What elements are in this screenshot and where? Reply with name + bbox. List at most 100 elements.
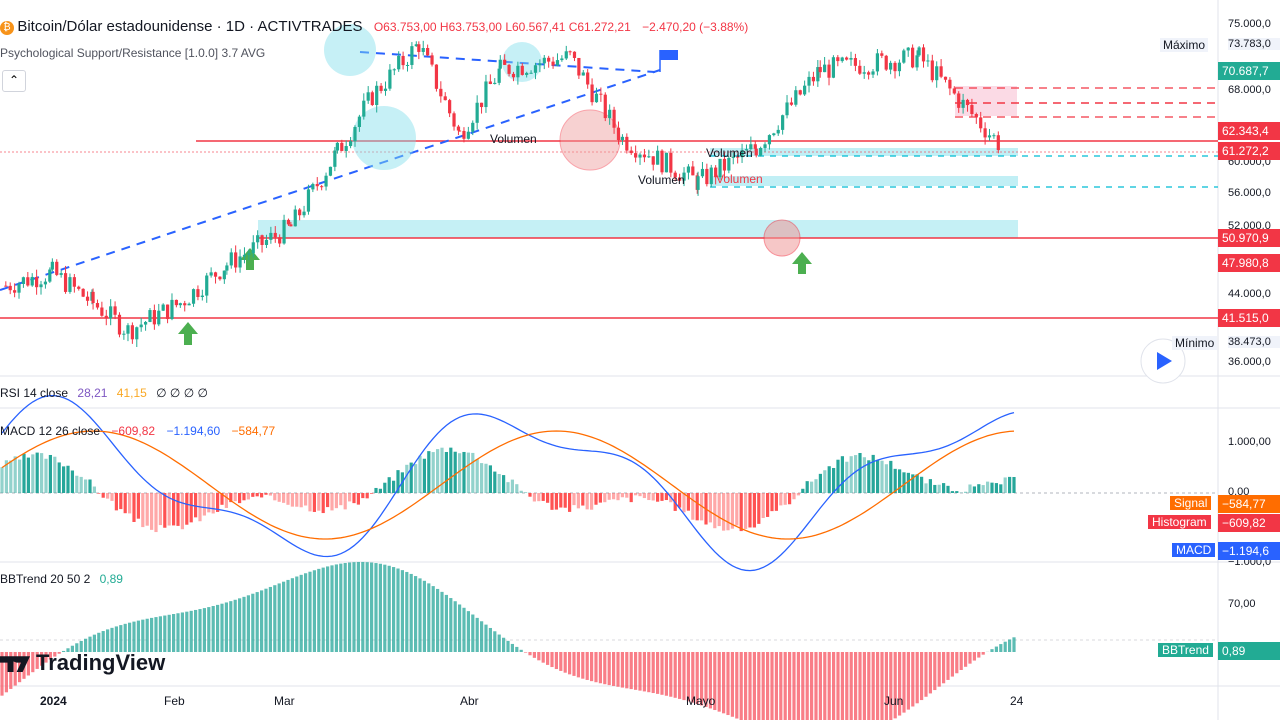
bbtrend-bar <box>405 571 409 652</box>
macd-histogram-bar <box>607 493 611 500</box>
macd-histogram-bar <box>475 459 479 493</box>
bbtrend-bar <box>840 652 844 720</box>
bbtrend-bar <box>537 652 541 661</box>
bbtrend-bar <box>761 652 765 720</box>
bbtrend-bar <box>634 652 638 690</box>
rsi-legend[interactable]: RSI 14 close 28,21 41,15 ∅ ∅ ∅ ∅ <box>0 386 208 400</box>
bbtrend-bar <box>480 621 484 652</box>
bbtrend-bar <box>638 652 642 691</box>
bbtrend-bar <box>924 652 928 697</box>
bbtrend-bar <box>686 652 690 702</box>
macd-histogram-bar <box>158 493 162 526</box>
symbol-header[interactable]: ₿ Bitcoin/Dólar estadounidense · 1D · AC… <box>0 18 748 35</box>
bbtrend-bar <box>352 562 356 652</box>
bbtrend-bar <box>884 652 888 720</box>
candle-body <box>333 150 337 167</box>
macd-histogram-bar <box>541 493 545 501</box>
collapse-legend-button[interactable]: ⌃ <box>2 70 26 92</box>
candle-body <box>634 153 638 158</box>
candle-body <box>718 158 722 178</box>
candle-body <box>849 58 853 60</box>
bbtrend-legend[interactable]: BBTrend 20 50 2 0,89 <box>0 572 123 586</box>
macd-histogram-bar <box>114 493 118 511</box>
macd-histogram-bar <box>761 493 765 519</box>
circle-marker <box>559 109 621 171</box>
bbtrend-bar <box>92 634 96 652</box>
bbtrend-bar <box>185 611 189 652</box>
candle-body <box>753 144 757 149</box>
macd-value-hist: −609,82 <box>111 424 156 438</box>
bbtrend-bar <box>431 586 435 652</box>
bbtrend-bar <box>57 652 61 654</box>
candle-body <box>282 219 286 244</box>
bbtrend-bar <box>48 652 52 660</box>
candle-body <box>831 57 836 78</box>
rsi-value-2: 41,15 <box>116 386 147 400</box>
bbtrend-bar <box>726 652 730 716</box>
candle-body <box>555 60 560 66</box>
macd-histogram-bar <box>35 452 39 493</box>
candle-body <box>260 235 264 245</box>
bbtrend-bar <box>981 652 985 655</box>
candle-body <box>493 82 497 85</box>
candle-body <box>302 211 306 216</box>
x-tick: Mayo <box>686 694 716 708</box>
candle-body <box>143 321 148 325</box>
macd-histogram-bar <box>550 493 554 510</box>
ohlc-low: L60.567,41 <box>505 20 566 34</box>
candle-body <box>475 102 479 123</box>
candle-body <box>581 72 585 76</box>
tradingview-logo[interactable]: TradingView <box>0 650 165 676</box>
candle-body <box>50 261 54 270</box>
candle-body <box>410 46 414 65</box>
bbtrend-bar <box>409 573 413 652</box>
bbtrend-bar <box>906 652 910 710</box>
bbtrend-bar <box>40 652 44 666</box>
macd-histogram-bar <box>22 453 26 493</box>
bbtrend-bar <box>440 591 444 652</box>
indicator-psr-legend[interactable]: Psychological Support/Resistance [1.0.0]… <box>0 46 266 60</box>
y-tick: 44.000,0 <box>1228 288 1271 300</box>
x-tick: Feb <box>164 694 185 708</box>
bbtrend-bar <box>277 583 281 652</box>
macd-histogram-bar <box>1003 477 1007 493</box>
macd-legend[interactable]: MACD 12 26 close −609,82 −1.194,60 −584,… <box>0 424 275 438</box>
candle-body <box>884 55 888 70</box>
macd-histogram-bar <box>572 493 576 506</box>
candle-body <box>448 100 452 114</box>
candle-body <box>731 156 735 158</box>
bbtrend-bar <box>44 652 48 663</box>
bbtrend-bar <box>378 563 382 652</box>
candle-body <box>767 135 772 145</box>
macd-histogram-bar <box>871 454 875 493</box>
macd-histogram-bar <box>946 485 950 493</box>
bbtrend-bar <box>334 564 338 652</box>
candle-body <box>26 277 30 286</box>
bbtrend-bar <box>612 652 616 686</box>
macd-histogram-bar <box>497 473 501 493</box>
candle-body <box>691 166 695 176</box>
chevron-up-icon: ⌃ <box>8 73 20 87</box>
circle-marker <box>352 106 416 170</box>
candle-body <box>794 90 798 105</box>
macd-tag-macd-label: MACD <box>1172 543 1216 557</box>
candle-body <box>722 158 727 171</box>
macd-histogram-bar <box>981 485 985 493</box>
macd-histogram-bar <box>708 493 712 523</box>
candle-body <box>749 144 753 150</box>
candle-body <box>218 276 222 280</box>
candle-body <box>100 307 104 316</box>
candle-body <box>306 189 311 212</box>
candle-body <box>781 115 785 130</box>
macd-histogram-bar <box>4 460 8 493</box>
bbtrend-bar <box>598 652 602 684</box>
candle-body <box>242 254 247 257</box>
bbtrend-bar <box>911 652 915 707</box>
macd-histogram-bar <box>986 481 990 493</box>
bbtrend-bar <box>629 652 633 690</box>
bbtrend-bar <box>119 625 123 652</box>
bbtrend-bar <box>167 614 171 652</box>
macd-histogram-bar <box>356 493 360 505</box>
macd-histogram-bar <box>634 493 638 496</box>
